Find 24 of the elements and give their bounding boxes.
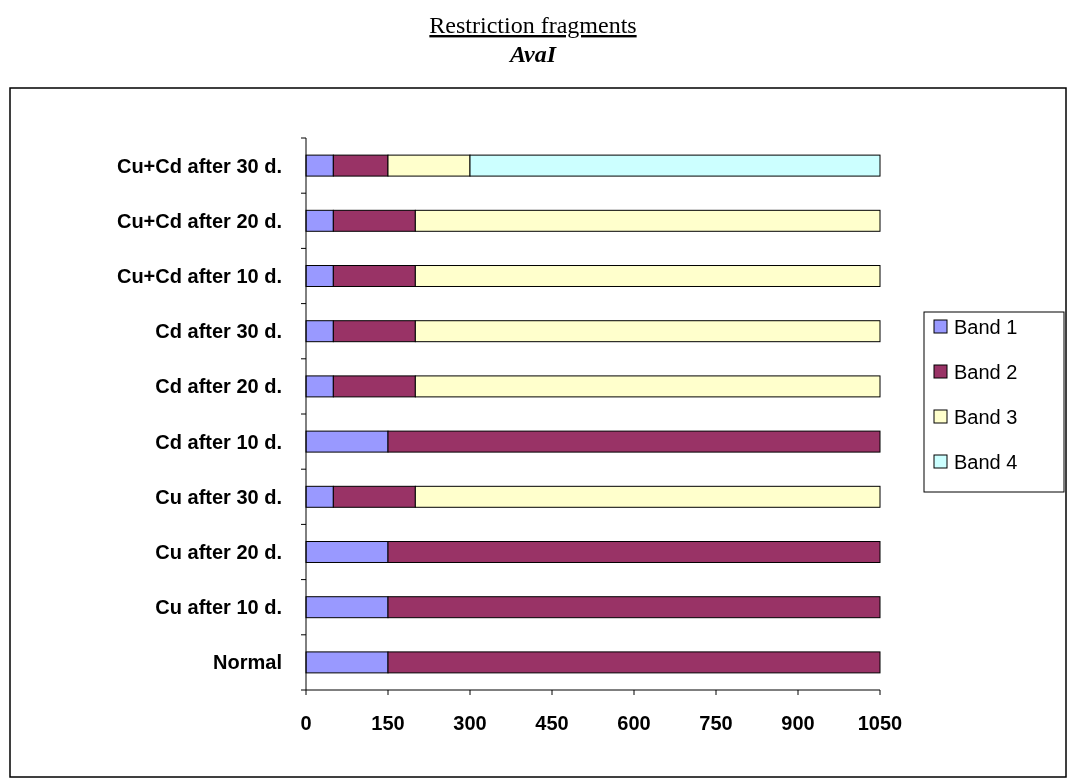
x-tick-label: 900	[781, 712, 815, 734]
y-tick-label: Normal	[213, 651, 282, 674]
y-tick-label: Cu+Cd after 30 d.	[116, 154, 282, 177]
x-tick-label: 600	[617, 712, 651, 734]
chart-subtitle: AvaI	[507, 41, 558, 67]
y-tick-label: Cu after 10 d.	[155, 596, 282, 619]
y-tick-label: Cd after 10 d.	[155, 430, 282, 453]
x-tick-label: 150	[371, 712, 405, 734]
y-tick-label: Cd after 30 d.	[155, 320, 282, 343]
y-tick-label: Cu+Cd after 20 d.	[116, 209, 282, 232]
legend-label: Band 4	[954, 451, 1018, 473]
x-tick-label: 300	[453, 712, 487, 734]
legend-label: Band 2	[954, 361, 1018, 383]
y-tick-label: Cd after 20 d.	[155, 375, 282, 398]
x-tick-label: 1050	[857, 712, 903, 734]
y-tick-label: Cu after 20 d.	[155, 541, 282, 563]
legend-label: Band 3	[954, 406, 1018, 428]
y-tick-label: Cu after 30 d.	[155, 485, 282, 508]
x-tick-label: 0	[300, 712, 312, 734]
y-tick-label: Cu+Cd after 10 d.	[116, 265, 282, 287]
chart-title: Restriction fragments	[429, 12, 637, 38]
legend-label: Band 1	[954, 316, 1018, 338]
x-tick-label: 450	[535, 712, 569, 734]
x-tick-label: 750	[699, 712, 733, 734]
